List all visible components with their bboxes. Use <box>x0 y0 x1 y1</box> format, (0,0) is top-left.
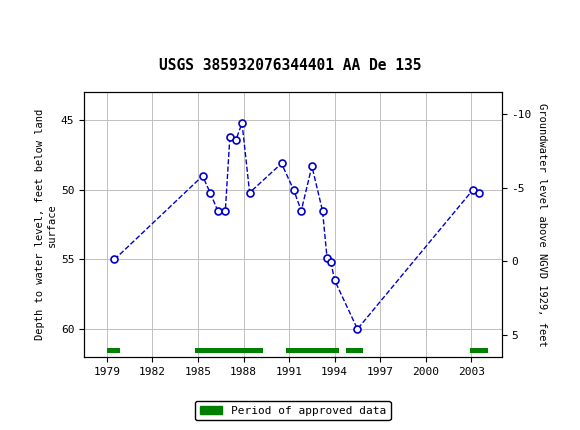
Bar <box>346 348 362 353</box>
Text: USGS 385932076344401 AA De 135: USGS 385932076344401 AA De 135 <box>159 58 421 73</box>
Text: ≡USGS: ≡USGS <box>14 12 85 29</box>
Bar <box>195 348 263 353</box>
Bar <box>286 348 339 353</box>
Legend: Period of approved data: Period of approved data <box>195 401 390 420</box>
Y-axis label: Depth to water level, feet below land
surface: Depth to water level, feet below land su… <box>35 109 57 340</box>
Y-axis label: Groundwater level above NGVD 1929, feet: Groundwater level above NGVD 1929, feet <box>537 103 547 347</box>
Bar <box>107 348 120 353</box>
Bar <box>470 348 488 353</box>
